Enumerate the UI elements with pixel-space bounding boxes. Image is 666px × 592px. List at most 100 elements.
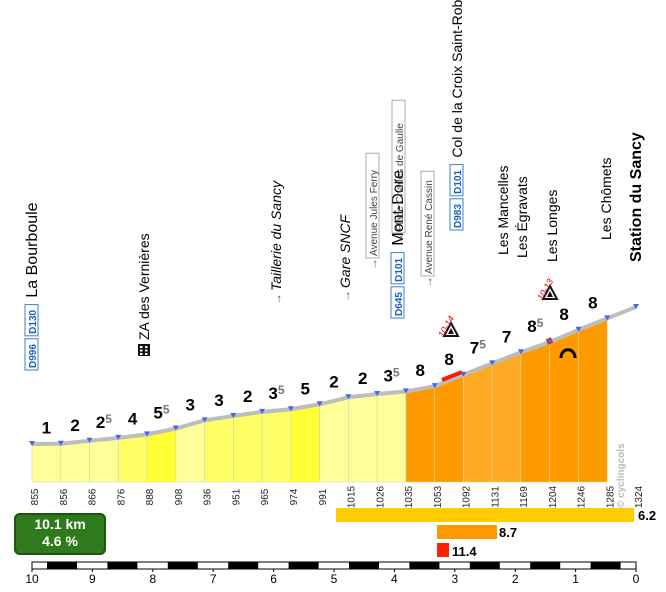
- place-label: Les Chômets: [598, 158, 614, 240]
- place-box: [365, 152, 380, 259]
- gradient-label: 35: [268, 383, 284, 403]
- building-window: [140, 349, 143, 352]
- road-number: D101: [453, 169, 464, 193]
- altitude-label: 888: [145, 488, 156, 505]
- gradient-label: 4: [128, 409, 138, 428]
- waypoint-marker: [115, 434, 122, 440]
- waypoint-marker: [431, 383, 438, 389]
- place-label-group: → Taillerie du Sancy: [268, 180, 284, 305]
- waypoint-marker: [604, 315, 611, 321]
- profile-segment: [175, 419, 205, 483]
- gradient-label: 7: [502, 327, 511, 346]
- profile-segment: [60, 440, 90, 483]
- altitude-label: 1204: [548, 485, 559, 508]
- x-tick-label: 7: [210, 572, 217, 586]
- gradient-label: 55: [153, 403, 169, 423]
- arrow-icon: →: [392, 233, 406, 245]
- altitude-label: 1246: [577, 485, 588, 508]
- road-number: D130: [28, 309, 39, 333]
- altitude-label: 1324: [634, 485, 645, 508]
- altitude-label: 1035: [404, 485, 415, 508]
- place-label: Col de la Croix Saint-Robert: [449, 0, 465, 158]
- altitude-label: 974: [289, 488, 300, 505]
- gradient-label: 8: [444, 350, 453, 369]
- scale-block: [288, 562, 319, 569]
- place-label-group: Les Chômets: [598, 158, 614, 240]
- altitude-label: 1015: [347, 485, 358, 508]
- arrow-icon: →: [270, 293, 284, 305]
- waypoint-marker: [633, 304, 639, 309]
- altitude-label: 951: [231, 488, 242, 505]
- building-window: [140, 346, 143, 348]
- profile-segment: [319, 396, 349, 483]
- building-shape: [138, 344, 150, 356]
- road-badge: [390, 252, 405, 285]
- gradient-bar: [336, 508, 634, 522]
- altitude-label: 1092: [462, 485, 473, 508]
- gradient-bar-label: 6.2: [638, 508, 656, 523]
- place-label-group: → Avenue René Cassin: [420, 170, 435, 288]
- altitude-label: 1131: [490, 486, 501, 508]
- gradient-label: 3: [214, 391, 223, 410]
- waypoint-marker: [402, 388, 409, 394]
- gradient-label: 75: [470, 337, 486, 357]
- road-number: D983: [453, 204, 464, 228]
- x-tick-label: 0: [633, 572, 640, 586]
- profile-segment: [463, 362, 493, 483]
- profile-segment: [491, 351, 522, 483]
- building-window: [145, 346, 148, 348]
- x-tick-label: 9: [89, 572, 96, 586]
- place-label: Place Charles de Gaulle: [395, 123, 406, 231]
- profile-segment: [290, 403, 320, 483]
- gradient-bar-label: 8.7: [499, 525, 517, 540]
- waypoint-marker: [575, 326, 582, 332]
- waypoint-marker: [86, 437, 93, 443]
- x-tick-label: 10: [25, 572, 39, 586]
- altitude-label: 876: [116, 488, 127, 505]
- building-icon: [138, 344, 150, 356]
- scale-block: [349, 562, 379, 569]
- place-label: Les Égravats: [514, 176, 530, 258]
- gradient-label: 5: [301, 379, 310, 398]
- place-label-group: Les Longes: [544, 190, 560, 262]
- scale-block: [47, 562, 77, 569]
- profile-segment: [146, 428, 177, 483]
- altitude-label: 1285: [605, 485, 616, 508]
- place-label: Gare SNCF: [337, 213, 353, 288]
- arrow-icon: →: [421, 276, 435, 288]
- waypoint-marker: [144, 431, 151, 437]
- road-number: D645: [394, 292, 405, 316]
- road-line: [31, 305, 637, 446]
- waypoint-marker: [230, 412, 237, 418]
- climb-stats-badge: 10.1 km 4.6 %: [14, 513, 106, 555]
- x-tick-label: 8: [149, 572, 156, 586]
- road-number: D996: [28, 344, 39, 368]
- profile-segment: [89, 437, 119, 483]
- profile-segment: [376, 391, 407, 483]
- x-tick-label: 2: [512, 572, 519, 586]
- altitude-label: 866: [88, 488, 99, 505]
- gradient-label: 8: [588, 293, 597, 312]
- profile-segment: [233, 411, 263, 483]
- waypoint-marker: [489, 360, 496, 366]
- scale-block: [228, 562, 259, 569]
- waypoint-marker: [517, 349, 524, 355]
- gradient-label: 2: [243, 387, 252, 406]
- altitude-label: 1169: [519, 486, 530, 508]
- gradient-label: 1: [42, 419, 51, 438]
- x-tick-label: 4: [391, 572, 398, 586]
- profile-segment: [520, 341, 551, 483]
- place-label: Avenue René Cassin: [424, 180, 435, 274]
- x-tick-label: 1: [572, 572, 579, 586]
- waypoint-marker: [345, 394, 352, 400]
- waypoint-marker: [201, 417, 208, 423]
- waypoint-marker: [172, 425, 179, 431]
- altitude-label: 1053: [433, 485, 444, 508]
- place-label-group: Station du Sancy: [628, 132, 645, 262]
- building-window: [145, 349, 148, 352]
- place-label-group: D983 D101 Col de la Croix Saint-Robert: [449, 0, 465, 231]
- gradient-bar: [437, 525, 497, 539]
- place-label-group: ZA des Vernières: [136, 233, 152, 340]
- gradient-label: 2: [329, 372, 338, 391]
- distance-value: 10.1 km: [34, 516, 86, 532]
